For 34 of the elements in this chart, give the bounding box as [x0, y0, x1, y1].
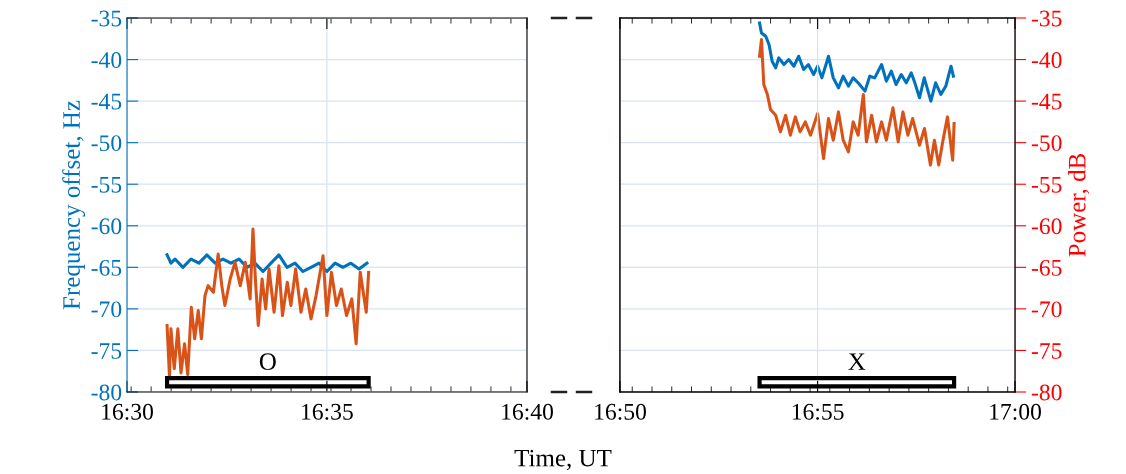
- y-tick-label: -35: [91, 10, 122, 27]
- y-tick-label: -50: [91, 135, 122, 152]
- y-tick-label: -65: [91, 259, 122, 276]
- x-tick-label: 16:55: [792, 403, 844, 420]
- line-series: [165, 227, 371, 378]
- x-tick-label: 16:35: [302, 403, 353, 420]
- x-axis-title: Time, UT: [514, 449, 612, 471]
- y-tick-label: -55: [91, 176, 122, 193]
- y2-tick-label: -40: [1031, 52, 1062, 68]
- annotation: X: [848, 353, 866, 370]
- x-tick-label: 16:30: [102, 403, 153, 420]
- y-tick-label: -60: [91, 218, 122, 235]
- y2-tick-label: -50: [1031, 135, 1062, 152]
- x-tick-label: 17:00: [990, 403, 1041, 420]
- annotation: O: [259, 353, 276, 371]
- y2-tick-label: -35: [1031, 10, 1062, 27]
- x-tick-label: 16:40: [502, 403, 553, 420]
- x-tick-label: 16:50: [595, 403, 646, 420]
- y2-tick-label: -70: [1031, 301, 1062, 318]
- y2-tick-label: -45: [1031, 93, 1062, 110]
- y-axis-title: Frequency offset, Hz: [62, 100, 86, 310]
- y2-tick-label: -65: [1031, 259, 1062, 276]
- line-series: [758, 21, 955, 103]
- y2-tick-label: -75: [1031, 343, 1062, 359]
- y-tick-label: -40: [91, 52, 122, 68]
- y2-tick-label: -80: [1031, 384, 1062, 401]
- y-tick-label: -80: [91, 384, 122, 401]
- y-tick-label: -45: [91, 93, 122, 110]
- y2-tick-label: -55: [1031, 176, 1062, 193]
- y2-axis-title: Power, dB: [1068, 153, 1090, 257]
- y-tick-label: -70: [91, 301, 122, 318]
- line-series: [758, 38, 956, 167]
- y-tick-label: -75: [91, 343, 122, 359]
- y2-tick-label: -60: [1031, 218, 1062, 235]
